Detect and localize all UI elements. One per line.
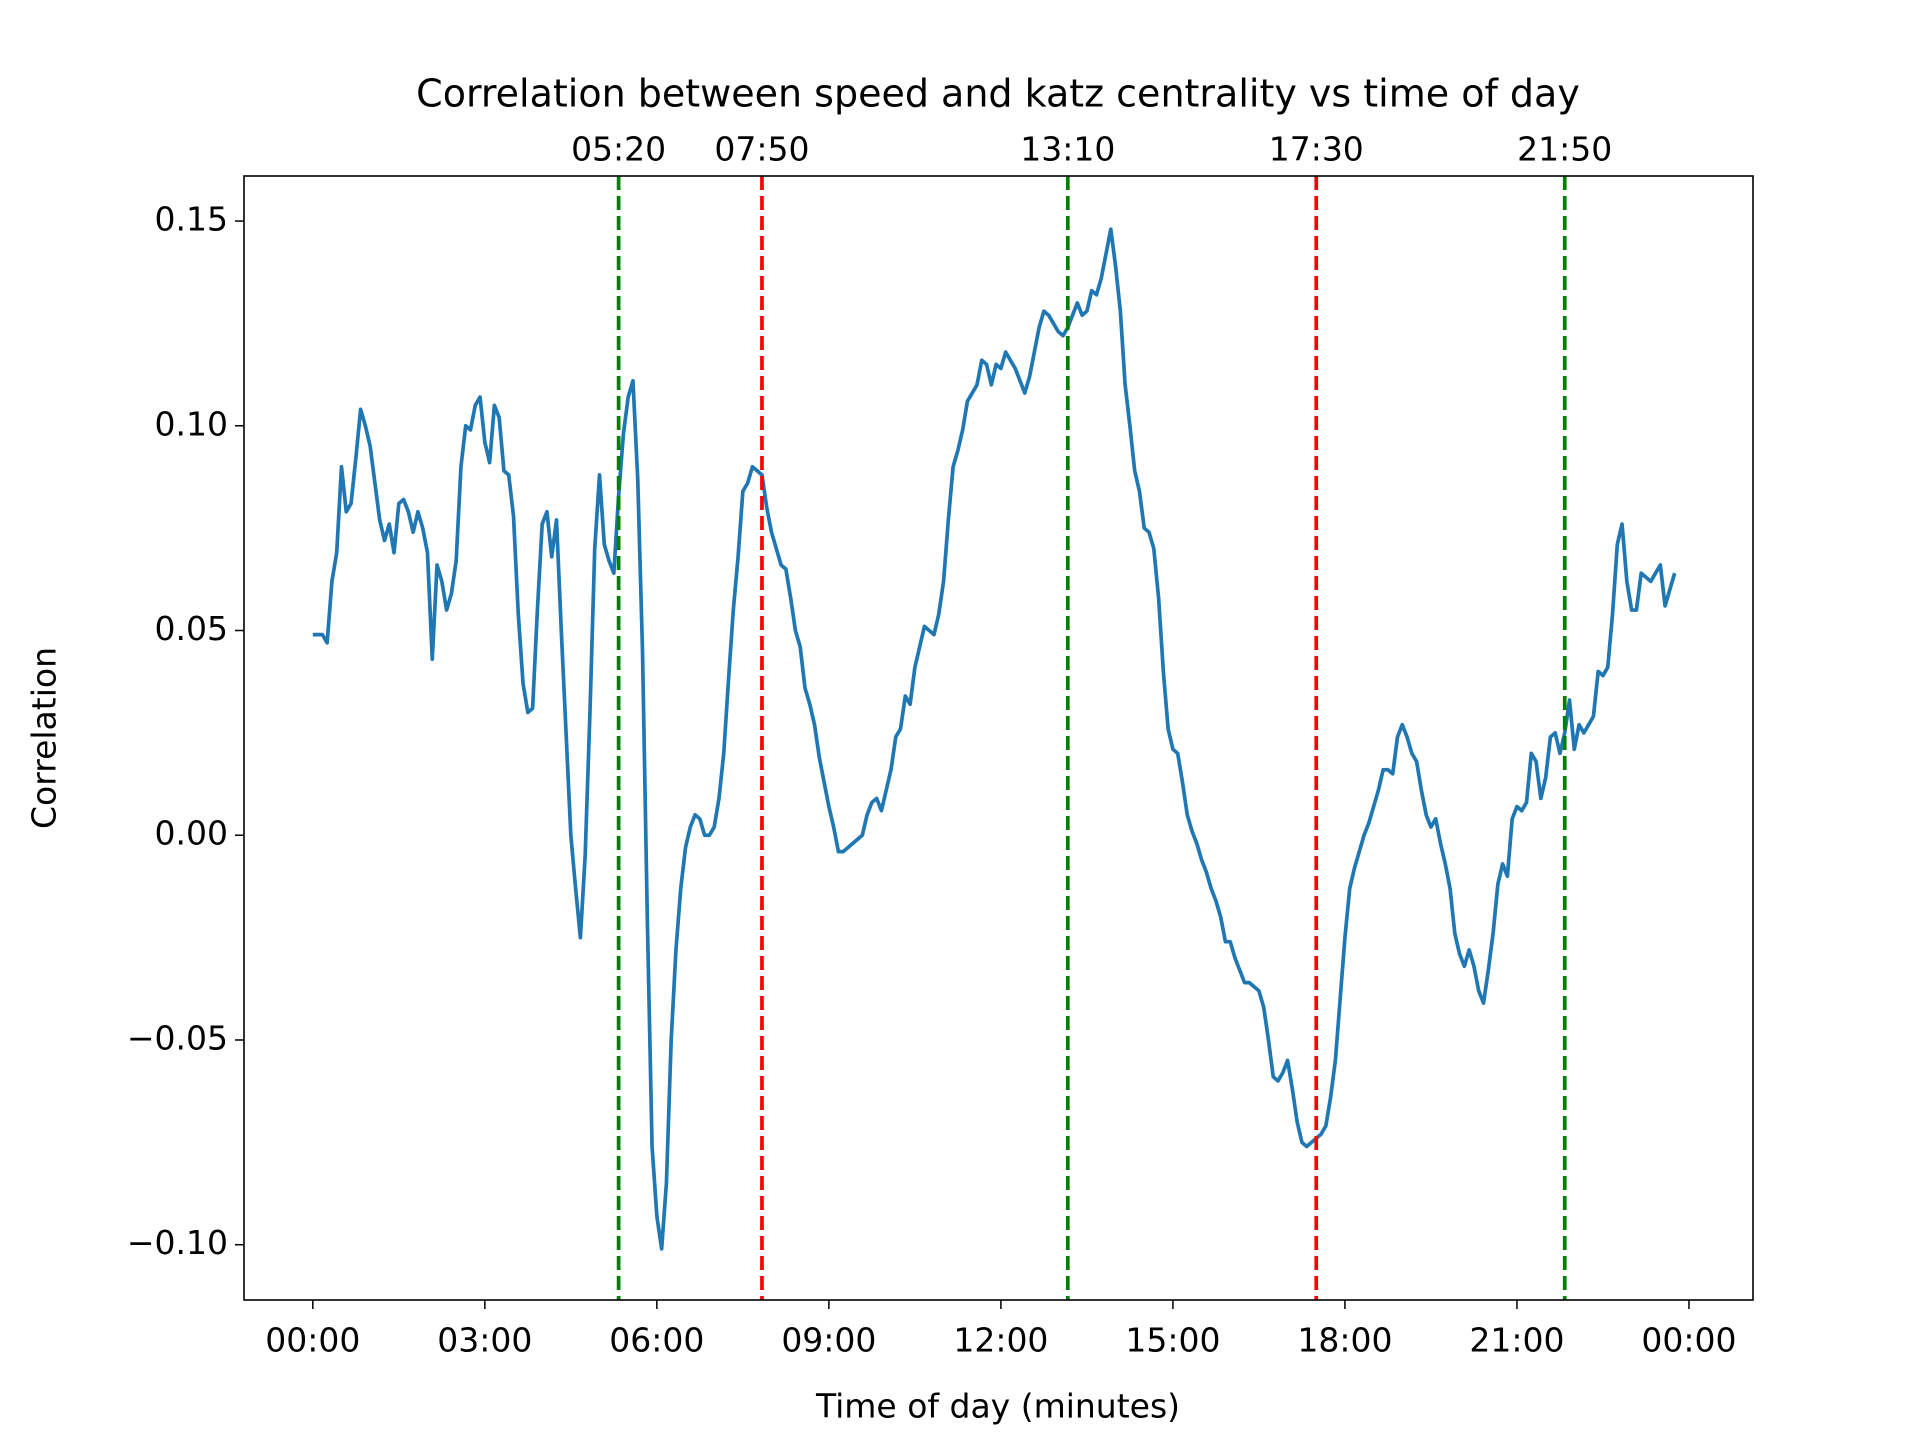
- y-tick-label: 0.15: [155, 200, 228, 239]
- data-line: [312, 227, 1677, 1251]
- x-tick-label: 15:00: [1125, 1321, 1220, 1360]
- x-tick-label: 06:00: [609, 1321, 704, 1360]
- x-tick-label: 12:00: [953, 1321, 1048, 1360]
- x-tick-label: 03:00: [437, 1321, 532, 1360]
- reference-label: 17:30: [1269, 130, 1364, 169]
- y-tick-label: −0.05: [127, 1018, 228, 1057]
- reference-label: 05:20: [571, 130, 666, 169]
- x-tick-label: 09:00: [781, 1321, 876, 1360]
- x-tick-label: 18:00: [1297, 1321, 1392, 1360]
- x-axis-label: Time of day (minutes): [815, 1387, 1180, 1426]
- y-tick-label: −0.10: [127, 1223, 228, 1262]
- chart-title: Correlation between speed and katz centr…: [416, 72, 1580, 116]
- x-tick-label: 00:00: [1641, 1321, 1736, 1360]
- y-tick-label: 0.00: [155, 814, 228, 853]
- x-tick-label: 00:00: [265, 1321, 360, 1360]
- reference-label: 07:50: [714, 130, 809, 169]
- reference-label: 21:50: [1517, 130, 1612, 169]
- plot-frame: [243, 175, 1754, 1301]
- reference-label: 13:10: [1020, 130, 1115, 169]
- x-tick-label: 21:00: [1469, 1321, 1564, 1360]
- y-tick-label: 0.10: [155, 404, 228, 443]
- y-tick-label: 0.05: [155, 609, 228, 648]
- y-axis-label: Correlation: [25, 647, 64, 829]
